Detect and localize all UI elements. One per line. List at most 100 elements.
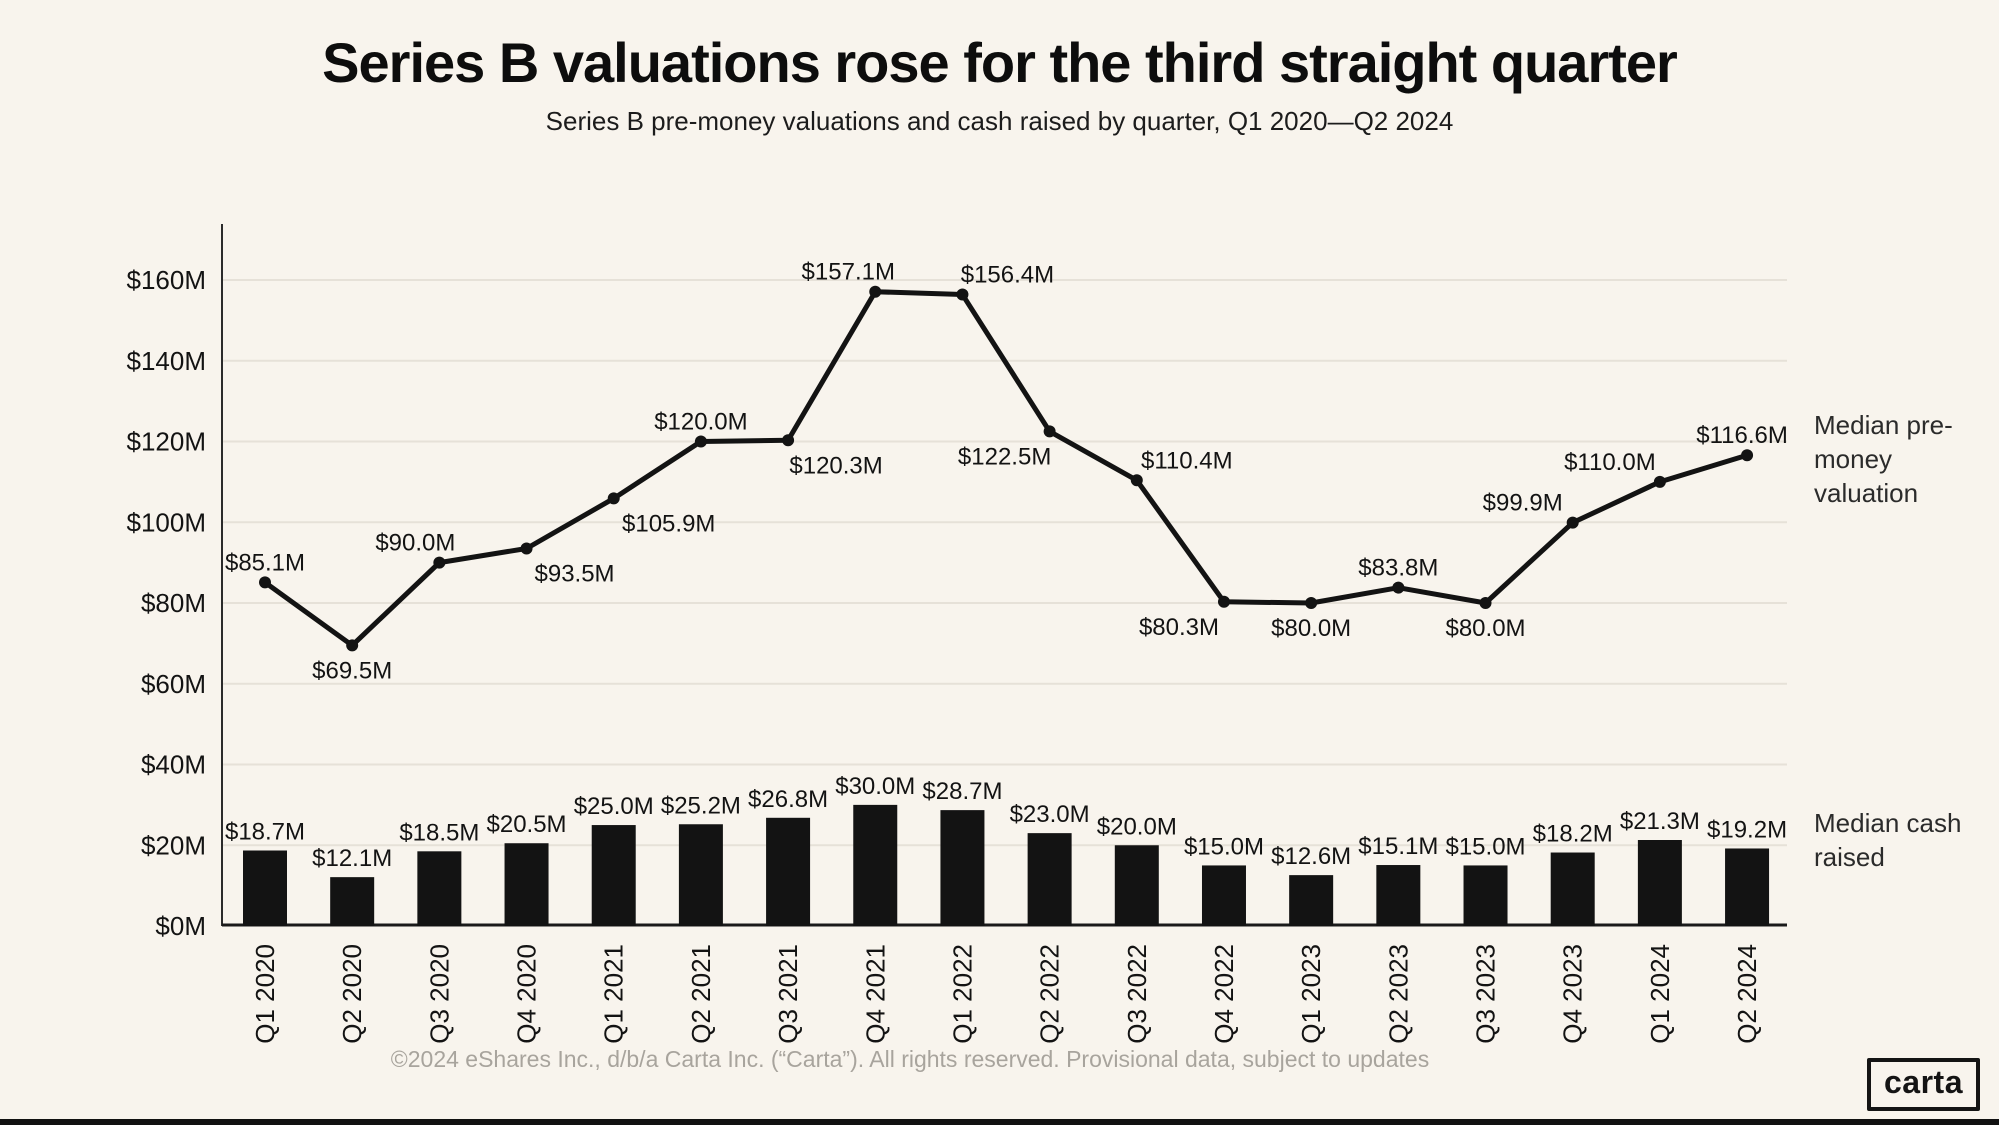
carta-logo: carta [1867, 1058, 1980, 1111]
bar-q4-2021 [853, 804, 898, 926]
line-point [607, 492, 620, 505]
line-value-label: $93.5M [535, 560, 615, 587]
bar-q3-2021 [766, 817, 811, 926]
bar-value-label: $15.1M [1358, 833, 1438, 860]
bar-series-annotation: Median cash raised [1814, 808, 1962, 872]
bar-q2-2022 [1027, 833, 1072, 926]
x-tick-label: Q4 2021 [860, 944, 890, 1044]
bar-value-label: $25.0M [574, 793, 654, 820]
bar-value-label: $20.0M [1097, 813, 1177, 840]
line-point [1479, 597, 1492, 609]
x-tick-label: Q3 2023 [1471, 944, 1501, 1044]
line-point [1043, 425, 1056, 438]
bar-value-label: $12.6M [1271, 843, 1351, 870]
bar-value-label: $18.5M [399, 819, 479, 846]
line-point [869, 285, 882, 298]
line-point [1653, 475, 1666, 488]
x-tick-label: Q1 2024 [1645, 944, 1675, 1044]
bar-q1-2020 [243, 850, 287, 926]
bar-q2-2023 [1376, 865, 1421, 926]
line-value-label: $80.3M [1139, 614, 1219, 641]
line-point [782, 434, 795, 447]
line-point [433, 556, 446, 569]
x-tick-label: Q3 2021 [773, 944, 803, 1044]
y-tick-label: $160M [127, 265, 207, 295]
x-tick-label: Q1 2021 [599, 944, 629, 1044]
x-tick-label: Q3 2022 [1122, 944, 1152, 1044]
y-tick-label: $80M [141, 588, 206, 618]
y-tick-label: $100M [127, 507, 207, 537]
bar-value-label: $15.0M [1184, 833, 1264, 860]
line-value-label: $105.9M [622, 510, 715, 537]
bar-q3-2023 [1463, 865, 1508, 926]
x-tick-label: Q4 2020 [512, 944, 542, 1044]
line-point [694, 435, 707, 448]
y-tick-label: $0M [155, 911, 206, 941]
bar-value-label: $12.1M [312, 845, 392, 872]
line-point [1741, 449, 1754, 462]
copyright-text: ©2024 eShares Inc., d/b/a Carta Inc. (“C… [390, 1046, 1430, 1072]
bar-value-label: $18.2M [1533, 821, 1613, 848]
bar-q1-2024 [1637, 840, 1682, 926]
bar-q4-2022 [1201, 865, 1246, 926]
x-tick-label: Q1 2020 [250, 944, 280, 1044]
x-tick-label: Q2 2024 [1732, 944, 1762, 1044]
x-tick-label: Q2 2020 [337, 944, 367, 1044]
x-tick-label: Q4 2023 [1558, 944, 1588, 1044]
bar-q4-2020 [504, 843, 549, 926]
line-point [956, 288, 969, 301]
bar-value-label: $20.5M [487, 811, 567, 838]
line-value-label: $157.1M [802, 259, 895, 286]
bar-q4-2023 [1550, 852, 1595, 926]
bar-value-label: $21.3M [1620, 808, 1700, 835]
bar-value-label: $26.8M [748, 786, 828, 813]
bar-value-label: $28.7M [922, 778, 1002, 805]
chart-subtitle: Series B pre-money valuations and cash r… [545, 106, 1454, 136]
line-value-label: $99.9M [1483, 490, 1563, 517]
x-tick-label: Q1 2023 [1296, 944, 1326, 1044]
line-series-annotation: Median pre-money valuation [1814, 410, 1953, 508]
line-point [259, 576, 271, 589]
y-tick-label: $60M [141, 669, 206, 699]
line-value-label: $120.0M [654, 409, 747, 436]
line-point [1566, 516, 1579, 529]
line-value-label: $122.5M [958, 443, 1051, 470]
line-point [1217, 595, 1230, 608]
bar-value-label: $30.0M [835, 773, 915, 800]
x-tick-label: Q2 2022 [1035, 944, 1065, 1044]
bar-q1-2021 [591, 825, 636, 926]
y-tick-label: $20M [141, 830, 206, 860]
y-tick-label: $140M [127, 346, 207, 376]
bar-value-label: $15.0M [1445, 833, 1525, 860]
bar-q1-2023 [1289, 875, 1334, 926]
x-tick-label: Q3 2020 [424, 944, 454, 1044]
bar-q2-2021 [678, 824, 723, 926]
line-value-label: $83.8M [1358, 555, 1438, 582]
line-value-label: $120.3M [789, 452, 882, 479]
bar-q3-2022 [1114, 845, 1159, 926]
chart-title: Series B valuations rose for the third s… [322, 31, 1678, 94]
bar-q2-2024 [1725, 848, 1770, 926]
line-value-label: $85.1M [225, 549, 305, 576]
bar-q2-2020 [330, 877, 375, 926]
bar-value-label: $25.2M [661, 792, 741, 819]
valuation-line [262, 289, 1750, 648]
line-value-label: $80.0M [1445, 615, 1525, 642]
line-value-label: $90.0M [375, 530, 455, 557]
line-point [520, 542, 533, 555]
x-tick-label: Q2 2023 [1383, 944, 1413, 1044]
line-value-label: $156.4M [961, 262, 1054, 289]
x-tick-label: Q2 2021 [686, 944, 716, 1044]
bar-q3-2020 [417, 851, 462, 926]
y-tick-label: $40M [141, 750, 206, 780]
y-tick-label: $120M [127, 427, 207, 457]
line-value-label: $110.4M [1141, 447, 1233, 474]
line-value-label: $69.5M [312, 657, 392, 684]
bar-value-label: $18.7M [225, 818, 305, 845]
line-point [1392, 581, 1405, 594]
line-point [1130, 474, 1143, 487]
x-tick-label: Q1 2022 [947, 944, 977, 1044]
line-point [1305, 597, 1318, 609]
line-point [346, 639, 359, 652]
